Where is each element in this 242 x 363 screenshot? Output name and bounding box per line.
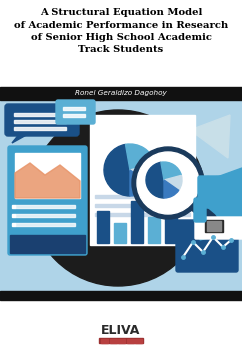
Bar xyxy=(131,201,143,243)
FancyBboxPatch shape xyxy=(195,217,242,239)
FancyBboxPatch shape xyxy=(176,220,238,272)
Bar xyxy=(118,339,125,343)
Bar xyxy=(101,339,108,343)
Bar xyxy=(12,205,15,208)
Bar xyxy=(15,153,80,198)
Text: Ronel Geraldizo Dagohoy: Ronel Geraldizo Dagohoy xyxy=(75,90,167,97)
Wedge shape xyxy=(161,162,182,180)
Bar xyxy=(10,235,85,253)
Bar xyxy=(90,115,195,245)
FancyBboxPatch shape xyxy=(207,176,218,208)
Bar xyxy=(63,114,85,117)
FancyBboxPatch shape xyxy=(198,176,209,208)
Bar xyxy=(0,87,242,100)
Bar xyxy=(14,120,66,123)
FancyBboxPatch shape xyxy=(56,100,95,124)
Circle shape xyxy=(30,110,206,286)
Wedge shape xyxy=(146,162,164,198)
Bar xyxy=(15,205,75,208)
Polygon shape xyxy=(195,168,242,240)
Text: A Structural Equation Model
of Academic Performance in Research
of Senior High S: A Structural Equation Model of Academic … xyxy=(14,8,228,54)
Polygon shape xyxy=(190,115,230,158)
Bar xyxy=(12,223,15,226)
Polygon shape xyxy=(15,163,80,198)
Wedge shape xyxy=(126,144,155,170)
Wedge shape xyxy=(164,180,179,198)
Bar xyxy=(95,213,190,216)
Circle shape xyxy=(137,152,199,214)
Bar xyxy=(14,113,66,116)
Bar xyxy=(148,217,160,243)
Bar xyxy=(114,223,126,243)
Bar xyxy=(63,107,85,110)
Bar xyxy=(205,220,223,232)
Bar xyxy=(97,211,109,243)
Bar xyxy=(95,204,190,207)
Bar xyxy=(127,339,134,343)
Bar xyxy=(0,291,242,300)
Polygon shape xyxy=(12,133,30,143)
Bar xyxy=(135,339,142,343)
Wedge shape xyxy=(104,144,130,196)
Bar xyxy=(0,100,242,291)
Bar xyxy=(207,221,221,231)
Bar xyxy=(109,339,116,343)
Text: ELIVA: ELIVA xyxy=(101,323,141,337)
Bar xyxy=(15,223,75,226)
FancyBboxPatch shape xyxy=(194,198,206,222)
Bar xyxy=(95,195,190,198)
Bar xyxy=(14,127,66,130)
Bar xyxy=(12,214,15,217)
Wedge shape xyxy=(130,170,151,196)
Bar xyxy=(165,207,177,243)
FancyBboxPatch shape xyxy=(216,176,227,208)
FancyBboxPatch shape xyxy=(5,104,79,136)
Circle shape xyxy=(132,147,204,219)
FancyBboxPatch shape xyxy=(225,176,236,208)
Wedge shape xyxy=(164,175,182,190)
Wedge shape xyxy=(130,163,156,185)
Bar xyxy=(99,338,143,343)
Bar xyxy=(15,214,75,217)
FancyBboxPatch shape xyxy=(8,146,87,255)
